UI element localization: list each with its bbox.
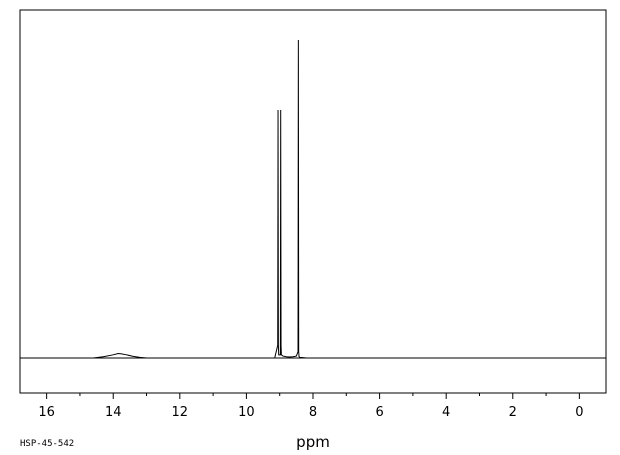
spectrum-trace	[20, 39, 606, 359]
x-axis-tick-labels: 16 14 12 10 8 6 4 2 0	[38, 405, 583, 420]
x-axis-ticks	[46, 393, 580, 399]
plot-frame	[19, 9, 607, 394]
x-axis-title: ppm	[296, 433, 330, 451]
x-tick-label: 0	[575, 405, 583, 420]
x-tick-label: 2	[509, 405, 517, 420]
x-tick-label: 12	[172, 405, 189, 420]
x-tick-label: 6	[375, 405, 383, 420]
x-tick-label: 8	[309, 405, 317, 420]
x-tick-label: 10	[238, 405, 255, 420]
spectrum-id-label: HSP-45-542	[20, 439, 74, 449]
x-tick-label: 14	[105, 405, 122, 420]
x-tick-label: 16	[38, 405, 55, 420]
x-tick-label: 4	[442, 405, 450, 420]
